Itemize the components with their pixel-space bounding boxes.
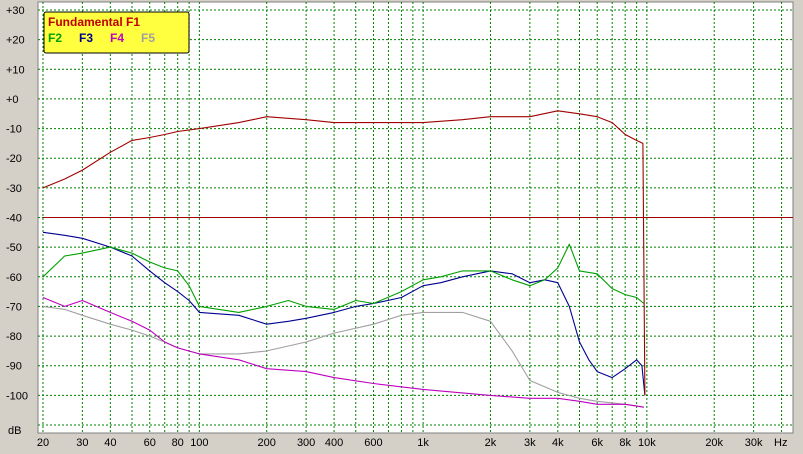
y-tick-label: +20: [6, 35, 25, 47]
x-tick-label: 80: [172, 437, 184, 449]
y-tick-label: -90: [6, 361, 22, 373]
y-unit-label: dB: [8, 425, 21, 437]
y-tick-label: -60: [6, 272, 22, 284]
x-tick-label: 200: [258, 437, 276, 449]
legend-entry-f3: F3: [79, 31, 93, 45]
x-tick-label: 40: [104, 437, 116, 449]
series-line-f5: [42, 305, 644, 408]
y-tick-label: -30: [6, 183, 22, 195]
legend-box: [43, 11, 190, 54]
series-line-f1: [42, 110, 646, 396]
y-tick-label: -20: [6, 153, 22, 165]
x-tick-label: 400: [325, 437, 343, 449]
series-line-f4: [42, 296, 644, 408]
y-tick-label: -100: [6, 390, 28, 402]
y-tick-label: -40: [6, 213, 22, 225]
x-tick-label: 1k: [417, 437, 429, 449]
series-line-f3: [42, 231, 646, 396]
x-tick-label: 600: [364, 437, 382, 449]
x-tick-label: 6k: [591, 437, 603, 449]
grid: [38, 2, 793, 433]
legend: Fundamental F1 F2 F3 F4 F5: [43, 11, 190, 54]
x-axis-ticks: 20 30 40 60 80 100 200 300 400 600 1k 2k 3k 4k 6k 8k 10k…: [37, 437, 763, 449]
legend-items: F2 F3 F4 F5: [48, 31, 155, 45]
y-tick-label: -80: [6, 331, 22, 343]
x-tick-label: 100: [190, 437, 208, 449]
legend-entry-f4: F4: [110, 31, 124, 45]
y-tick-label: +10: [6, 64, 25, 76]
y-tick-label: -50: [6, 242, 22, 254]
x-tick-label: 3k: [524, 437, 536, 449]
legend-title: Fundamental F1: [48, 15, 140, 29]
x-tick-label: 10k: [638, 437, 656, 449]
y-tick-label: -70: [6, 301, 22, 313]
x-tick-label: 20: [37, 437, 49, 449]
x-tick-label: 30k: [745, 437, 763, 449]
x-tick-label: 60: [144, 437, 156, 449]
y-tick-label: +30: [6, 5, 25, 17]
y-tick-label: -10: [6, 124, 22, 136]
series-line-f2: [42, 243, 645, 313]
legend-entry-f5: F5: [141, 31, 155, 45]
y-tick-label: +0: [6, 94, 19, 106]
x-tick-label: 30: [76, 437, 88, 449]
series-group: [42, 110, 646, 408]
x-unit-label: Hz: [774, 437, 787, 449]
x-tick-label: 300: [297, 437, 315, 449]
x-tick-label: 4k: [552, 437, 564, 449]
y-unit-box: [2, 421, 32, 439]
x-tick-label: 8k: [619, 437, 631, 449]
x-tick-label: 2k: [485, 437, 497, 449]
x-tick-label: 20k: [705, 437, 723, 449]
legend-entry-f2: F2: [48, 31, 62, 45]
y-axis-ticks: +30 +20 +10 +0 -10 -20 -30 -40 -50 -60 -70 -80 -90 -1…: [6, 5, 28, 402]
